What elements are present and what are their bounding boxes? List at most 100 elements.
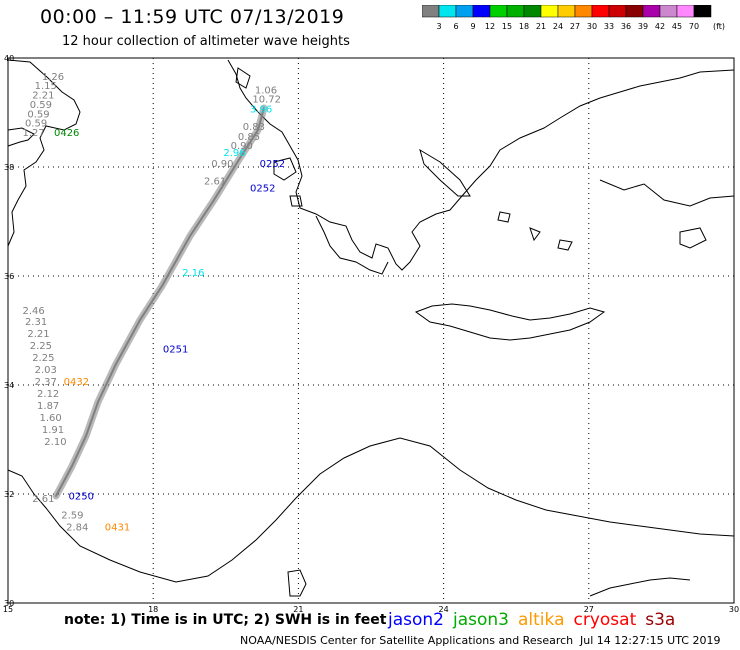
coast-libya [7,437,735,583]
lon-tick-label: 27 [584,605,594,614]
map-grid [7,57,735,604]
satellite-legend-s3a: s3a [645,610,676,630]
satellite-legend-jason2: jason2 [388,610,444,630]
wave-height-label: 2.59 [61,511,83,522]
colorbar-tick-label: 12 [485,22,495,31]
wave-height-label: 2.16 [182,268,204,279]
coast-turkey [599,179,735,207]
wave-height-label: 1.87 [37,401,59,412]
coast-sicily [7,127,35,147]
wave-height-label: 2.84 [66,523,88,534]
wave-height-label: 0250 [69,491,94,502]
wave-height-label: 2.61 [32,494,54,505]
lon-tick-label: 18 [148,605,158,614]
colorbar-tick-label: 24 [553,22,563,31]
coast-island-a [497,211,511,223]
colorbar-tick-label: 9 [470,22,475,31]
colorbar-tick-label: 27 [570,22,580,31]
coast-greece-west [227,59,735,271]
coast-euboea [419,148,471,197]
page-subtitle: 12 hour collection of altimeter wave hei… [62,34,350,49]
lat-tick-label: 34 [4,381,14,390]
lat-tick-label: 38 [4,163,14,172]
wave-height-label: 1.06 [255,85,277,96]
axis-tick-labels: 15 18 21 24 27 30 30 32 34 36 38 40 [3,54,739,614]
colorbar-tick-label: 6 [453,22,458,31]
wave-height-label: 2.12 [37,389,59,400]
wave-height-label: 0252 [250,184,275,195]
colorbar-tick-label: 70 [689,22,699,31]
wave-height-label: 2.21 [27,329,49,340]
coast-island-b [529,227,541,242]
wave-height-label: 2.03 [35,365,57,376]
credit-text: NOAA/NESDIS Center for Satellite Applica… [240,634,574,647]
wave-height-label: 1.91 [42,425,64,436]
track-jason2-inner [55,107,265,497]
coast-egypt-east [589,577,691,597]
coast-peloponnese [315,215,389,275]
colorbar-tick-label: 42 [655,22,665,31]
coast-island-c [557,239,573,251]
wave-height-label: 10.72 [252,95,281,106]
wave-height-label: 0.90 [231,141,253,152]
lat-tick-label: 40 [4,54,14,63]
wave-height-label: 0432 [64,377,89,388]
satellite-tracks [52,104,268,500]
wave-height-label: 0.83 [243,122,265,133]
coast-crete [414,303,606,341]
colorbar-tick-label: 15 [502,22,512,31]
colorbar-tick-label: 21 [536,22,546,31]
colorbar-tick-label: 45 [672,22,682,31]
lat-tick-label: 32 [4,490,14,499]
wave-height-label: 0.85 [238,132,260,143]
colorbar-tick-label: 39 [638,22,648,31]
wave-height-label: 0.59 [30,100,52,111]
page-title: 00:00 – 11:59 UTC 07/13/2019 [40,6,345,28]
wave-height-label: 2.10 [44,437,66,448]
wave-height-label: 2.46 [23,306,45,317]
colorbar-tick-label: 18 [519,22,529,31]
lon-tick-label: 24 [439,605,449,614]
wave-height-label: 1.27 [23,128,45,139]
coast-italy [7,59,81,247]
colorbar-tick-label: 3 [436,22,441,31]
colorbar-swatch [693,5,712,18]
coast-cyrenaica-small [287,569,307,597]
wave-height-label: 0426 [54,128,79,139]
wave-height-label: 0.59 [25,119,47,130]
wave-height-label: 2.61 [204,176,226,187]
wave-height-label: 2.21 [32,90,54,101]
lon-tick-label: 30 [729,605,739,614]
coast-rhodes [679,227,707,249]
wave-height-label: 0251 [163,344,188,355]
wave-height-label: 0431 [105,523,130,534]
coastlines [7,59,735,597]
colorbar-unit-label: (ft) [713,22,725,31]
coast-corfu [235,67,251,89]
wave-height-label: 2.31 [25,317,47,328]
satellite-legend: jason2 jason3 altika cryosat s3a [388,610,684,630]
wave-height-label: 2.96 [223,148,245,159]
lat-tick-label: 30 [4,599,14,608]
colorbar-tick-label: 33 [604,22,614,31]
satellite-legend-altika: altika [518,610,565,630]
lon-tick-label: 15 [3,605,13,614]
satellite-legend-cryosat: cryosat [573,610,637,630]
lon-tick-label: 21 [293,605,303,614]
colorbar-tick-label: 30 [587,22,597,31]
wave-height-colorbar: 3 6 9 12 15 18 21 24 27 30 33 36 39 42 45 70 (ft) [422,5,725,31]
wave-height-label: 2.25 [32,353,54,364]
wave-height-label: 0252 [260,159,285,170]
wave-height-labels: 1.261.152.210.590.590.591.27 04261.0610.7… [23,72,286,534]
generated-timestamp: Jul 14 12:27:15 UTC 2019 [580,634,721,647]
wave-height-label: 2.25 [30,341,52,352]
wave-height-label: 3.96 [250,105,272,116]
wave-height-label: 0.59 [27,109,49,120]
lat-tick-label: 36 [4,272,14,281]
coast-zakynthos [289,195,303,207]
map-frame [7,57,735,604]
colorbar-tick-label: 36 [621,22,631,31]
wave-height-label: 2.37 [35,377,57,388]
footer-note: note: 1) Time is in UTC; 2) SWH is in fe… [64,612,387,628]
